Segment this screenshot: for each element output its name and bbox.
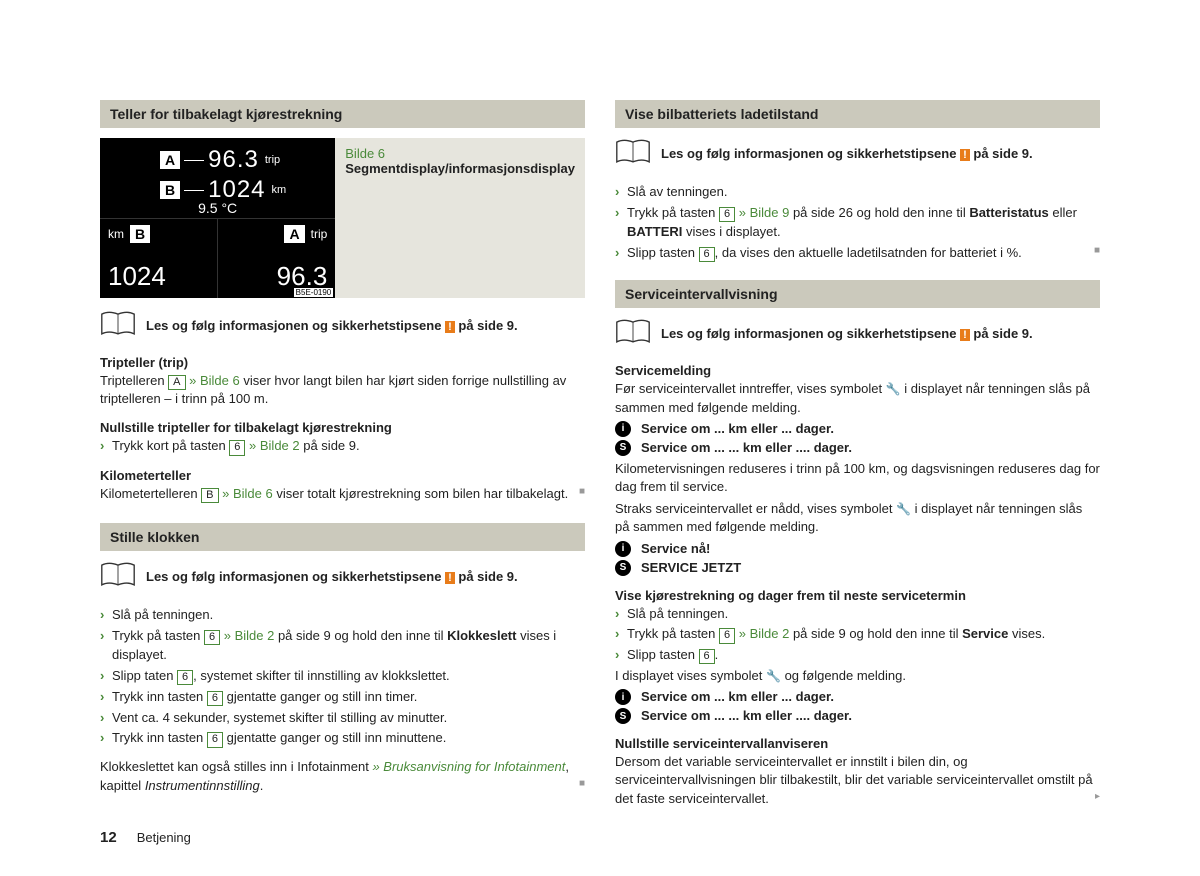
odometer-heading: Kilometerteller [100, 468, 585, 483]
info-row: SService om ... ... km eller .... dager. [615, 440, 1100, 456]
page-number: 12 [100, 829, 117, 846]
wrench-icon: 🔧 [766, 669, 781, 683]
safety-note: Les og følg informasjonen og sikkerhetst… [100, 561, 585, 592]
info-row: SSERVICE JETZT [615, 560, 1100, 576]
service-pre-text: Før serviceintervallet inntreffer, vises… [615, 380, 1100, 416]
service-message-heading: Servicemelding [615, 363, 1100, 378]
footer-section-label: Betjening [137, 830, 191, 845]
reset-trip-heading: Nullstille tripteller for tilbakelagt kj… [100, 420, 585, 435]
figure-caption: Bilde 6 Segmentdisplay/informasjonsdispl… [335, 138, 585, 298]
list-item: Trykk inn tasten 6 gjentatte ganger og s… [100, 688, 585, 707]
section-header-service: Serviceintervallvisning [615, 280, 1100, 308]
section-header-battery: Vise bilbatteriets ladetilstand [615, 100, 1100, 128]
i-badge-icon: i [615, 689, 631, 705]
list-item: Trykk inn tasten 6 gjentatte ganger og s… [100, 729, 585, 748]
list-item: Trykk på tasten 6 » Bilde 9 på side 26 o… [615, 204, 1100, 242]
display-shows-text: I displayet vises symbolet 🔧 og følgende… [615, 667, 1100, 685]
book-icon [615, 318, 651, 349]
right-column: Vise bilbatteriets ladetilstand Les og f… [615, 100, 1100, 812]
section-header-odometer: Teller for tilbakelagt kjørestrekning [100, 100, 585, 128]
page-footer: 12 Betjening [100, 829, 191, 846]
service-reduce-text: Kilometervisningen reduseres i trinn på … [615, 460, 1100, 496]
book-icon [100, 310, 136, 341]
book-icon [615, 138, 651, 169]
section-end-icon: ■ [579, 777, 585, 791]
list-item: Slå på tenningen. [615, 605, 1100, 624]
safety-note: Les og følg informasjonen og sikkerhetst… [100, 310, 585, 341]
continue-icon: ▸ [1095, 790, 1100, 804]
s-badge-icon: S [615, 560, 631, 576]
section-end-icon: ■ [1094, 244, 1100, 259]
left-column: Teller for tilbakelagt kjørestrekning A … [100, 100, 585, 812]
info-row: iService nå! [615, 541, 1100, 557]
display-illustration: A 96.3 trip B 1024 km 9.5 °C [100, 138, 335, 298]
list-item: Vent ca. 4 sekunder, systemet skifter ti… [100, 709, 585, 728]
wrench-icon: 🔧 [896, 502, 911, 516]
i-badge-icon: i [615, 541, 631, 557]
show-distance-heading: Vise kjørestrekning og dager frem til ne… [615, 588, 1100, 603]
display-label-b: B [160, 181, 180, 199]
i-badge-icon: i [615, 421, 631, 437]
infotainment-note: Klokkeslettet kan også stilles inn i Inf… [100, 758, 585, 794]
list-item: Slipp tasten 6. [615, 646, 1100, 665]
book-icon [100, 561, 136, 592]
reset-service-heading: Nullstille serviceintervallanviseren [615, 736, 1100, 751]
list-item: Slå av tenningen. [615, 183, 1100, 202]
odometer-text: Kilometertelleren B » Bilde 6 viser tota… [100, 485, 585, 503]
list-item: Slipp taten 6, systemet skifter til inns… [100, 667, 585, 686]
list-item: Slipp tasten 6, da vises den aktuelle la… [615, 244, 1100, 263]
section-header-clock: Stille klokken [100, 523, 585, 551]
battery-steps: Slå av tenningen. Trykk på tasten 6 » Bi… [615, 183, 1100, 262]
reset-service-text: Dersom det variable serviceintervallet e… [615, 753, 1100, 808]
s-badge-icon: S [615, 440, 631, 456]
service-reached-text: Straks serviceintervallet er nådd, vises… [615, 500, 1100, 536]
info-row: iService om ... km eller ... dager. [615, 689, 1100, 705]
safety-note: Les og følg informasjonen og sikkerhetst… [615, 318, 1100, 349]
display-label-a: A [160, 151, 180, 169]
list-item: Trykk på tasten 6 » Bilde 2 på side 9 og… [615, 625, 1100, 644]
reset-trip-step: Trykk kort på tasten 6 » Bilde 2 på side… [100, 437, 585, 456]
info-row: iService om ... km eller ... dager. [615, 421, 1100, 437]
trip-counter-text: Triptelleren A » Bilde 6 viser hvor lang… [100, 372, 585, 408]
warning-icon: ! [445, 321, 455, 333]
warning-icon: ! [960, 149, 970, 161]
trip-counter-heading: Tripteller (trip) [100, 355, 585, 370]
info-row: SService om ... ... km eller .... dager. [615, 708, 1100, 724]
wrench-icon: 🔧 [886, 382, 901, 396]
list-item: Slå på tenningen. [100, 606, 585, 625]
clock-steps: Slå på tenningen. Trykk på tasten 6 » Bi… [100, 606, 585, 748]
warning-icon: ! [445, 572, 455, 584]
list-item: Trykk på tasten 6 » Bilde 2 på side 9 og… [100, 627, 585, 665]
figure-6: A 96.3 trip B 1024 km 9.5 °C [100, 138, 585, 298]
section-end-icon: ■ [579, 485, 585, 499]
warning-icon: ! [960, 329, 970, 341]
safety-note: Les og følg informasjonen og sikkerhetst… [615, 138, 1100, 169]
s-badge-icon: S [615, 708, 631, 724]
